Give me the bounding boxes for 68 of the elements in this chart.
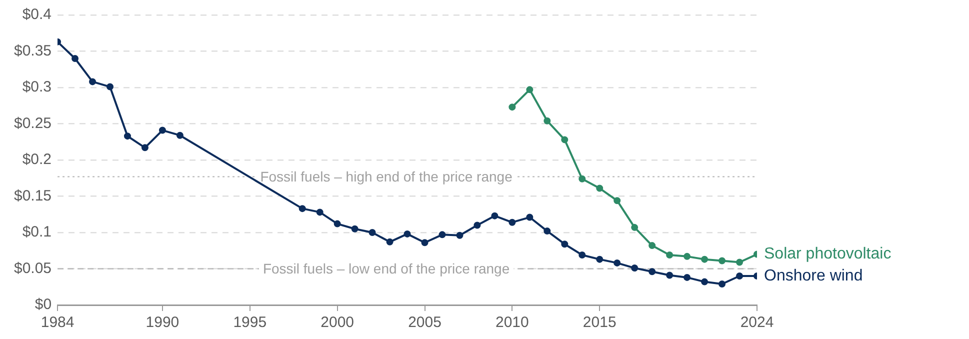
- x-tick-label: 2010: [496, 314, 529, 332]
- point: [648, 242, 656, 250]
- point: [701, 256, 708, 263]
- point: [648, 268, 656, 276]
- point: [158, 126, 166, 134]
- y-tick-label: $0.3: [22, 78, 52, 96]
- point: [508, 104, 516, 111]
- point: [701, 278, 708, 286]
- point: [404, 230, 411, 238]
- point: [106, 83, 114, 90]
- point: [561, 136, 568, 144]
- point: [72, 55, 79, 62]
- point: [736, 258, 744, 266]
- point: [421, 239, 428, 246]
- point: [526, 86, 534, 94]
- y-tick-label: $0.1: [22, 224, 52, 241]
- point: [718, 257, 726, 264]
- y-tick-label: $0.15: [14, 187, 52, 204]
- point: [614, 197, 621, 204]
- y-tick-label: $0.4: [22, 6, 52, 24]
- ref-line-label: Fossil fuels – low end of the price range: [262, 260, 510, 277]
- point: [666, 272, 674, 279]
- point: [176, 132, 184, 139]
- point: [544, 117, 551, 124]
- point: [578, 175, 586, 182]
- point: [89, 78, 96, 86]
- y-tick-label: $0.2: [22, 151, 52, 168]
- point: [631, 264, 638, 272]
- x-tick-label: 1984: [40, 314, 74, 332]
- y-tick-label: $0: [34, 296, 52, 314]
- point: [561, 240, 568, 248]
- point: [334, 220, 341, 228]
- x-tick-label: 1995: [233, 314, 267, 332]
- point: [491, 212, 498, 220]
- point: [141, 144, 148, 152]
- point: [438, 231, 446, 238]
- x-tick-label: 2024: [740, 314, 774, 332]
- point: [298, 205, 306, 212]
- x-tick-label: 2000: [320, 314, 354, 332]
- point: [124, 132, 131, 140]
- x-tick-label: 2015: [582, 314, 616, 332]
- x-tick-label: 2005: [408, 314, 442, 332]
- point: [526, 214, 534, 221]
- point: [578, 251, 586, 258]
- y-tick-label: $0.35: [14, 42, 52, 60]
- point: [544, 228, 551, 235]
- x-tick-label: 1990: [146, 314, 180, 332]
- point: [631, 224, 638, 231]
- point: [684, 274, 691, 281]
- series-label: Onshore wind: [764, 267, 863, 284]
- point: [474, 222, 481, 229]
- ref-line-label: Fossil fuels – high end of the price range: [260, 168, 513, 185]
- point: [316, 208, 324, 216]
- point: [351, 225, 358, 232]
- point: [718, 280, 726, 288]
- series-label: Solar photovoltaic: [764, 246, 892, 263]
- y-tick-label: $0.25: [14, 114, 52, 132]
- point: [386, 238, 394, 246]
- point: [508, 218, 516, 226]
- point: [684, 252, 691, 260]
- point: [368, 229, 376, 236]
- point: [596, 256, 604, 263]
- point: [736, 272, 744, 280]
- point: [614, 259, 621, 266]
- point: [666, 251, 674, 258]
- point: [596, 184, 604, 192]
- y-tick-label: $0.05: [14, 260, 52, 277]
- point: [456, 232, 464, 239]
